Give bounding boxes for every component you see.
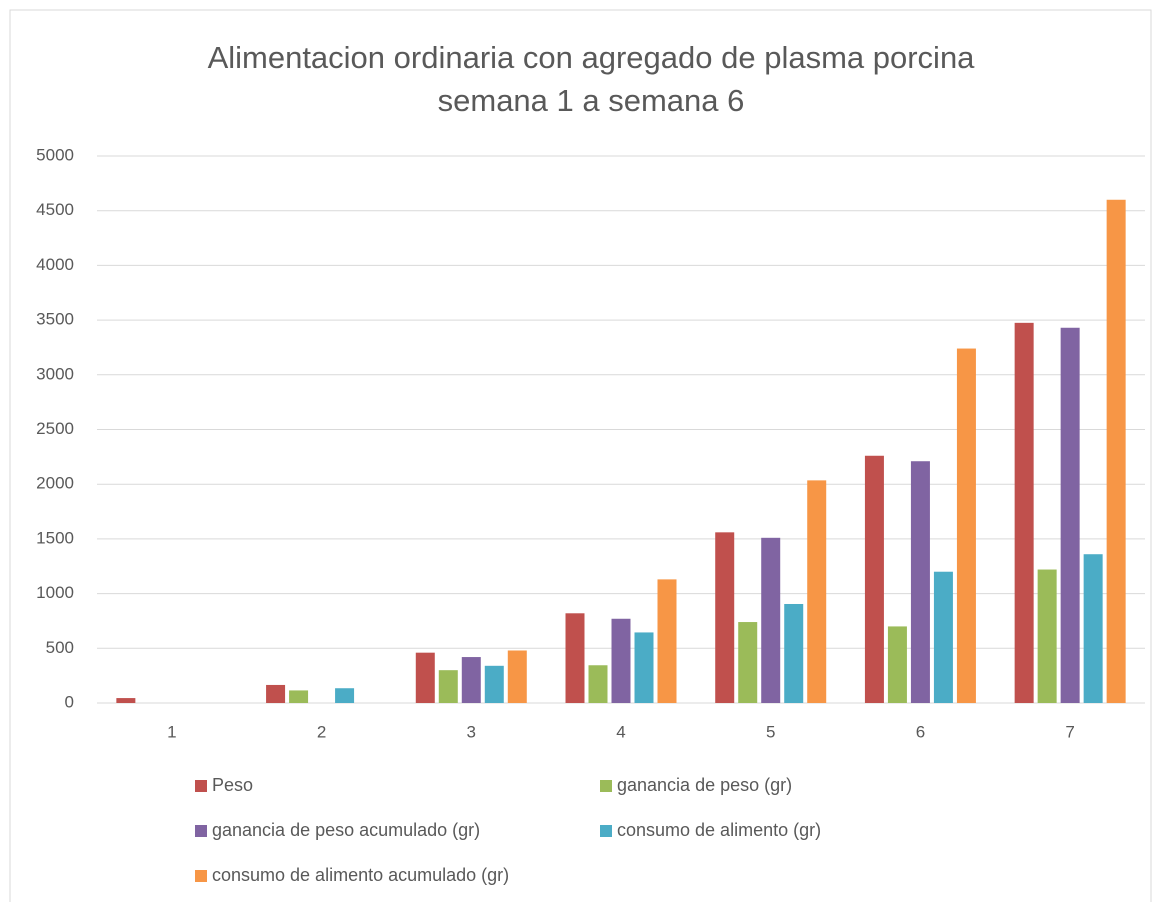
- y-tick-label: 1000: [36, 583, 74, 602]
- x-tick-label: 6: [916, 722, 925, 741]
- legend-label: ganancia de peso acumulado (gr): [212, 820, 480, 840]
- bar: [784, 603, 804, 703]
- y-tick-label: 2500: [36, 419, 74, 438]
- legend-swatch: [195, 780, 207, 792]
- bar: [657, 579, 677, 703]
- legend-label: consumo de alimento (gr): [617, 820, 821, 840]
- y-tick-label: 500: [46, 638, 74, 657]
- legend-swatch: [600, 825, 612, 837]
- bar: [715, 532, 735, 703]
- legend-swatch: [195, 870, 207, 882]
- bar: [761, 537, 781, 703]
- bar: [335, 688, 355, 703]
- bar: [864, 455, 884, 703]
- x-tick-label: 7: [1065, 722, 1074, 741]
- bar: [116, 698, 136, 703]
- bar: [1014, 322, 1034, 703]
- legend-label: consumo de alimento acumulado (gr): [212, 865, 509, 885]
- y-tick-label: 4000: [36, 255, 74, 274]
- bar: [1037, 569, 1057, 703]
- bar: [887, 626, 907, 703]
- x-tick-label: 3: [467, 722, 476, 741]
- x-tick-label: 4: [616, 722, 625, 741]
- bar: [1083, 554, 1103, 703]
- chart-border: [9, 9, 1152, 902]
- bar: [611, 618, 631, 703]
- bar: [484, 665, 504, 703]
- chart-title: semana 1 a semana 6: [438, 83, 745, 118]
- x-tick-label: 1: [167, 722, 176, 741]
- bar: [1060, 327, 1080, 703]
- bar: [565, 613, 585, 703]
- bar: [266, 684, 286, 703]
- bar: [438, 670, 458, 703]
- chart-title: Alimentacion ordinaria con agregado de p…: [208, 40, 976, 75]
- y-tick-label: 5000: [36, 145, 74, 164]
- bar: [289, 690, 309, 703]
- legend-label: ganancia de peso (gr): [617, 775, 792, 795]
- x-tick-label: 5: [766, 722, 775, 741]
- legend-label: Peso: [212, 775, 253, 795]
- bar: [461, 657, 481, 703]
- y-tick-label: 0: [65, 692, 74, 711]
- bar: [1106, 199, 1126, 703]
- bar: [738, 622, 758, 703]
- bar: [588, 665, 608, 703]
- y-tick-label: 1500: [36, 528, 74, 547]
- bar: [933, 571, 953, 703]
- bar: [807, 480, 827, 703]
- bar: [507, 650, 527, 703]
- bar: [415, 652, 435, 703]
- y-tick-label: 3500: [36, 310, 74, 329]
- y-tick-label: 4500: [36, 200, 74, 219]
- x-tick-label: 2: [317, 722, 326, 741]
- y-tick-label: 3000: [36, 364, 74, 383]
- legend-swatch: [600, 780, 612, 792]
- bar: [910, 461, 930, 703]
- y-tick-label: 2000: [36, 474, 74, 493]
- bar: [634, 632, 654, 703]
- bar: [956, 348, 976, 703]
- legend-swatch: [195, 825, 207, 837]
